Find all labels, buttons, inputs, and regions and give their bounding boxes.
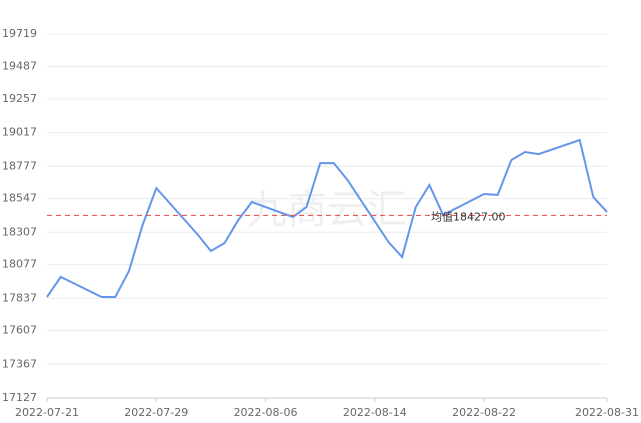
- y-tick-label: 17607: [2, 324, 37, 337]
- y-tick-label: 17127: [2, 391, 37, 404]
- x-tick-label: 2022-07-29: [124, 406, 188, 419]
- x-tick-label: 2022-07-21: [15, 406, 79, 419]
- mean-label: 均值18427.00: [431, 210, 506, 223]
- line-series: [46, 138, 608, 298]
- y-tick-label: 17367: [2, 357, 37, 370]
- y-tick-label: 17837: [2, 291, 37, 304]
- y-tick-label: 19487: [2, 60, 37, 73]
- x-tick-label: 2022-08-31: [575, 406, 639, 419]
- x-tick-label: 2022-08-14: [343, 406, 407, 419]
- y-tick-label: 19017: [2, 126, 37, 139]
- y-tick-label: 18777: [2, 159, 37, 172]
- y-tick-label: 18077: [2, 258, 37, 271]
- x-tick-label: 2022-08-22: [452, 406, 516, 419]
- x-tick-label: 2022-08-06: [234, 406, 298, 419]
- y-tick-label: 18547: [2, 192, 37, 205]
- y-tick-label: 19719: [2, 27, 37, 40]
- y-tick-label: 18307: [2, 225, 37, 238]
- y-tick-label: 19257: [2, 92, 37, 105]
